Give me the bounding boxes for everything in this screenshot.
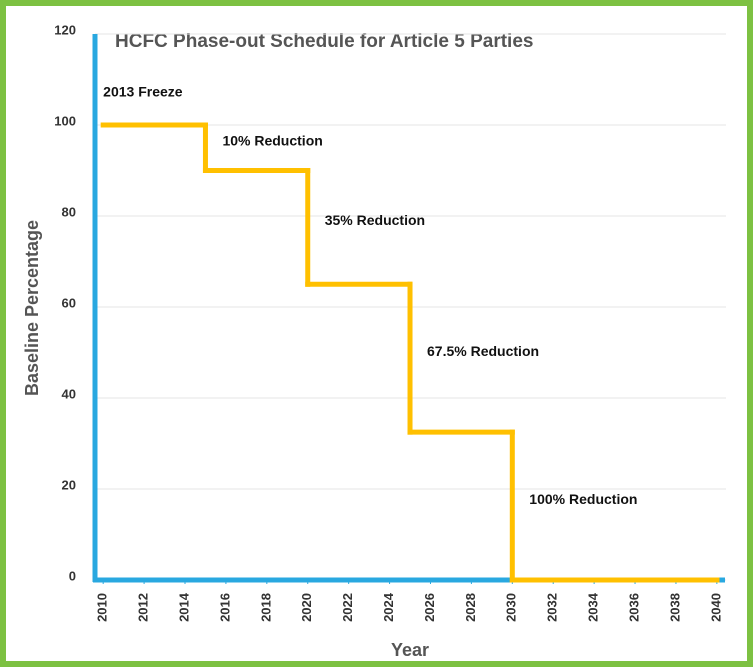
x-tick-label: 2020	[299, 593, 314, 622]
annotation: 35% Reduction	[325, 212, 425, 228]
annotation: 100% Reduction	[529, 491, 637, 507]
y-tick-label: 100	[54, 113, 76, 128]
x-tick-label: 2040	[708, 593, 723, 622]
x-tick-label: 2034	[586, 592, 601, 622]
x-tick-label: 2022	[340, 593, 355, 622]
y-tick-label: 60	[62, 295, 76, 310]
x-tick-label: 2028	[463, 593, 478, 622]
x-tick-label: 2016	[217, 593, 232, 622]
x-tick-label: 2010	[95, 593, 110, 622]
y-tick-label: 40	[62, 386, 76, 401]
x-tick-label: 2032	[545, 593, 560, 622]
y-tick-label: 120	[54, 22, 76, 37]
x-tick-label: 2024	[381, 592, 396, 622]
x-axis-label: Year	[391, 640, 429, 660]
y-tick-label: 0	[69, 568, 76, 583]
y-axis-label: Baseline Percentage	[22, 220, 42, 396]
x-tick-label: 2026	[422, 593, 437, 622]
x-tick-label: 2036	[626, 593, 641, 622]
x-tick-label: 2030	[504, 593, 519, 622]
x-tick-label: 2012	[136, 593, 151, 622]
x-tick-label: 2018	[258, 593, 273, 622]
x-tick-label: 2038	[667, 593, 682, 622]
chart-title: HCFC Phase-out Schedule for Article 5 Pa…	[115, 31, 533, 52]
y-tick-label: 20	[62, 477, 76, 492]
x-tick-label: 2014	[176, 592, 191, 622]
annotation: 67.5% Reduction	[427, 343, 539, 359]
annotation: 10% Reduction	[222, 132, 322, 148]
y-tick-label: 80	[62, 204, 76, 219]
annotation: 2013 Freeze	[103, 84, 183, 100]
